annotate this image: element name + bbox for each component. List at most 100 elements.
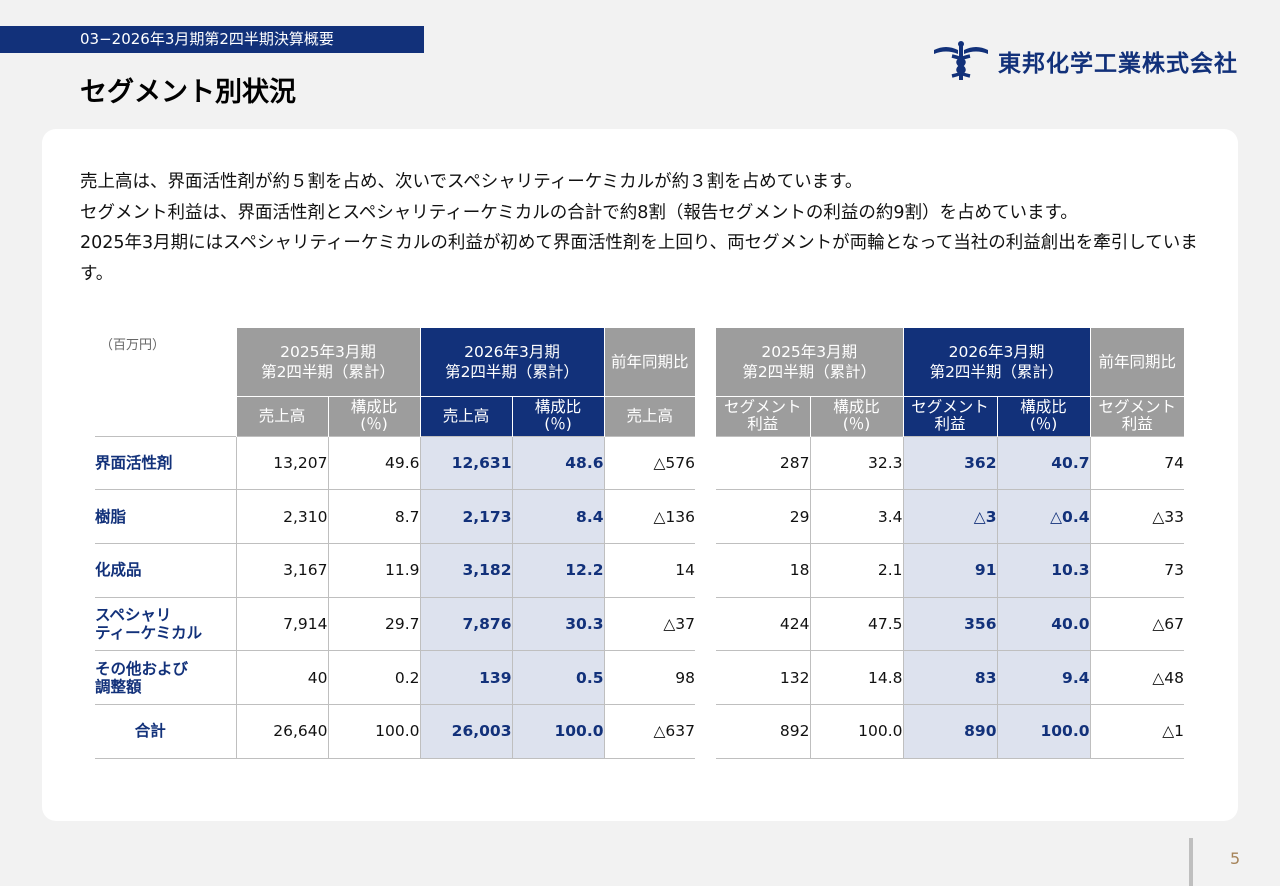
cell: 40.7 bbox=[996, 435, 1090, 491]
table-row: 樹脂 2,310 8.7 2,173 8.4 △136 bbox=[95, 489, 695, 544]
cell: 892 bbox=[716, 704, 810, 759]
table-row: 424 47.5 356 40.0 △67 bbox=[716, 597, 1184, 652]
company-name: 東邦化学工業株式会社 bbox=[998, 51, 1238, 77]
sales-sub-ratio: 構成比 (％) bbox=[327, 395, 420, 436]
cell: 424 bbox=[716, 597, 810, 652]
row-label: スペシャリ ティーケミカル bbox=[95, 597, 236, 652]
cell: 7,914 bbox=[235, 597, 328, 652]
cell: 3,182 bbox=[419, 543, 512, 598]
cell: 12,631 bbox=[419, 435, 512, 491]
profit-head-yoy: 前年同期比 bbox=[1089, 328, 1184, 396]
cell: 29.7 bbox=[327, 597, 420, 652]
sales-sub-sales-cur: 売上高 bbox=[419, 395, 512, 436]
cell: 73 bbox=[1089, 543, 1184, 598]
table-row-total: 合計 26,640 100.0 26,003 100.0 △637 bbox=[95, 704, 695, 759]
row-label: その他および 調整額 bbox=[95, 650, 236, 705]
cell: 100.0 bbox=[327, 704, 420, 759]
table-row: 18 2.1 91 10.3 73 bbox=[716, 543, 1184, 598]
sales-sub-ratio-cur: 構成比 (％) bbox=[511, 395, 604, 436]
table-row: 29 3.4 △3 △0.4 △33 bbox=[716, 489, 1184, 544]
table-row: 132 14.8 83 9.4 △48 bbox=[716, 650, 1184, 705]
profit-head-prev: 2025年3月期 第2四半期（累計） bbox=[716, 328, 903, 396]
cell: 40.0 bbox=[996, 597, 1090, 652]
cell: 0.2 bbox=[327, 650, 420, 705]
cell: 3,167 bbox=[235, 543, 328, 598]
cell: 74 bbox=[1089, 435, 1184, 491]
cell: 7,876 bbox=[419, 597, 512, 652]
cell: △1 bbox=[1089, 704, 1184, 759]
profit-head-cur: 2026年3月期 第2四半期（累計） bbox=[902, 328, 1090, 396]
profit-sub-yoy: セグメント 利益 bbox=[1089, 395, 1184, 436]
cell: △33 bbox=[1089, 489, 1184, 544]
cell: 98 bbox=[603, 650, 695, 705]
description-line-1: 売上高は、界面活性剤が約５割を占め、次いでスペシャリティーケミカルが約３割を占め… bbox=[80, 172, 863, 192]
cell: 362 bbox=[902, 435, 997, 491]
cell: 10.3 bbox=[996, 543, 1090, 598]
page-number: 5 bbox=[1230, 849, 1241, 868]
profit-sub-profit: セグメント 利益 bbox=[716, 395, 810, 436]
cell: 13,207 bbox=[235, 435, 328, 491]
cell: 2,173 bbox=[419, 489, 512, 544]
cell: 0.5 bbox=[511, 650, 604, 705]
description: 売上高は、界面活性剤が約５割を占め、次いでスペシャリティーケミカルが約３割を占め… bbox=[80, 167, 1210, 289]
cell: 48.6 bbox=[511, 435, 604, 491]
cell: △0.4 bbox=[996, 489, 1090, 544]
profit-sub-ratio: 構成比 (％) bbox=[809, 395, 903, 436]
page-title: セグメント別状況 bbox=[80, 77, 296, 108]
cell: 29 bbox=[716, 489, 810, 544]
cell: 2.1 bbox=[809, 543, 903, 598]
sales-head-yoy: 前年同期比 bbox=[603, 328, 695, 396]
cell: △637 bbox=[603, 704, 695, 759]
company-logo: 東邦化学工業株式会社 bbox=[932, 40, 1238, 82]
cell: 100.0 bbox=[996, 704, 1090, 759]
sales-sub-yoy: 売上高 bbox=[603, 395, 695, 436]
cell: △37 bbox=[603, 597, 695, 652]
cell: △576 bbox=[603, 435, 695, 491]
description-line-3: 2025年3月期にはスペシャリティーケミカルの利益が初めて界面活性剤を上回り、両… bbox=[80, 233, 1198, 284]
profit-sub-ratio-cur: 構成比 (％) bbox=[996, 395, 1090, 436]
cell: 12.2 bbox=[511, 543, 604, 598]
cell: 91 bbox=[902, 543, 997, 598]
cell: 139 bbox=[419, 650, 512, 705]
cell: 9.4 bbox=[996, 650, 1090, 705]
table-row: 化成品 3,167 11.9 3,182 12.2 14 bbox=[95, 543, 695, 598]
cell: 47.5 bbox=[809, 597, 903, 652]
row-label: 樹脂 bbox=[95, 489, 236, 544]
cell: 14 bbox=[603, 543, 695, 598]
cell: 11.9 bbox=[327, 543, 420, 598]
table-row-total: 892 100.0 890 100.0 △1 bbox=[716, 704, 1184, 759]
cell: 2,310 bbox=[235, 489, 328, 544]
caduceus-logo-icon bbox=[934, 41, 988, 80]
cell: △67 bbox=[1089, 597, 1184, 652]
description-line-2: セグメント利益は、界面活性剤とスペシャリティーケミカルの合計で約8割（報告セグメ… bbox=[80, 202, 1078, 223]
cell: 8.4 bbox=[511, 489, 604, 544]
cell: △136 bbox=[603, 489, 695, 544]
table-row: その他および 調整額 40 0.2 139 0.5 98 bbox=[95, 650, 695, 705]
row-label: 界面活性剤 bbox=[95, 435, 236, 491]
cell: 83 bbox=[902, 650, 997, 705]
unit-label: （百万円） bbox=[100, 338, 166, 353]
row-label: 合計 bbox=[95, 704, 236, 759]
cell: 890 bbox=[902, 704, 997, 759]
profit-sub-profit-cur: セグメント 利益 bbox=[902, 395, 997, 436]
table-row: 界面活性剤 13,207 49.6 12,631 48.6 △576 bbox=[95, 435, 695, 491]
profit-table: 2025年3月期 第2四半期（累計） 2026年3月期 第2四半期（累計） 前年… bbox=[716, 328, 1184, 759]
cell: 14.8 bbox=[809, 650, 903, 705]
sales-head-cur: 2026年3月期 第2四半期（累計） bbox=[419, 328, 604, 396]
row-label: 化成品 bbox=[95, 543, 236, 598]
sales-head-prev: 2025年3月期 第2四半期（累計） bbox=[235, 328, 420, 396]
cell: 356 bbox=[902, 597, 997, 652]
cell: △48 bbox=[1089, 650, 1184, 705]
cell: 40 bbox=[235, 650, 328, 705]
cell: 32.3 bbox=[809, 435, 903, 491]
content-card: 売上高は、界面活性剤が約５割を占め、次いでスペシャリティーケミカルが約３割を占め… bbox=[42, 129, 1238, 821]
cell: 49.6 bbox=[327, 435, 420, 491]
cell: 100.0 bbox=[511, 704, 604, 759]
cell: 30.3 bbox=[511, 597, 604, 652]
cell: 18 bbox=[716, 543, 810, 598]
sales-table: 2025年3月期 第2四半期（累計） 2026年3月期 第2四半期（累計） 前年… bbox=[95, 328, 695, 759]
cell: △3 bbox=[902, 489, 997, 544]
sales-sub-sales: 売上高 bbox=[235, 395, 328, 436]
cell: 26,003 bbox=[419, 704, 512, 759]
table-row: 287 32.3 362 40.7 74 bbox=[716, 435, 1184, 491]
